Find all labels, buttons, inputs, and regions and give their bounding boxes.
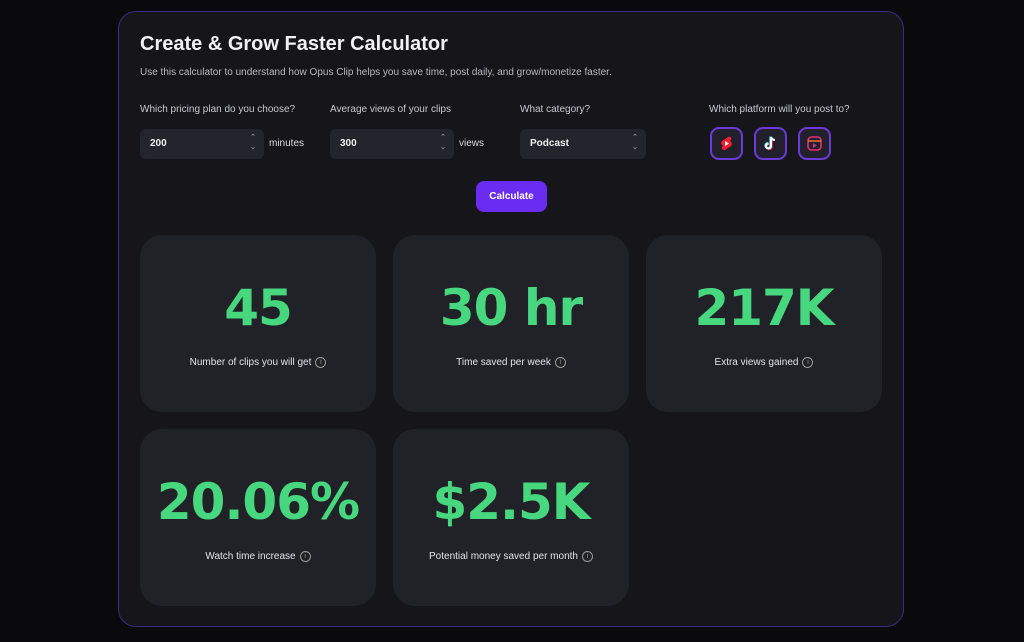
- calculate-button[interactable]: Calculate: [476, 181, 547, 212]
- minutes-input[interactable]: 200 ⌃ ⌄: [140, 129, 264, 159]
- result-label: Number of clips you will get i: [140, 357, 376, 368]
- result-label: Watch time increase i: [140, 551, 376, 562]
- spinner[interactable]: ⌃ ⌄: [440, 134, 446, 151]
- result-card: $2.5K Potential money saved per month i: [393, 429, 629, 606]
- category-select[interactable]: Podcast ⌃ ⌄: [520, 129, 646, 159]
- input-value: Podcast: [530, 138, 569, 149]
- info-icon[interactable]: i: [802, 357, 814, 368]
- result-value: 20.06%: [156, 473, 360, 531]
- label-text: Time saved per week: [456, 357, 551, 369]
- info-icon[interactable]: i: [315, 357, 327, 368]
- reels-icon: [807, 136, 822, 151]
- result-value: 45: [224, 279, 293, 337]
- tiktok-icon: [764, 136, 776, 150]
- instagram-reels-toggle[interactable]: [798, 127, 831, 160]
- result-label: Time saved per week i: [393, 357, 629, 368]
- label-text: Extra views gained: [714, 357, 799, 369]
- label-text: Potential money saved per month: [429, 551, 578, 563]
- subtitle: Use this calculator to understand how Op…: [140, 67, 612, 78]
- input-value: 300: [340, 138, 357, 149]
- youtube-shorts-icon: [721, 136, 732, 150]
- result-value: 30 hr: [439, 279, 583, 337]
- info-icon[interactable]: i: [581, 551, 593, 562]
- title: Create & Grow Faster Calculator: [140, 33, 448, 55]
- result-card: 217K Extra views gained i: [646, 235, 882, 412]
- field-label: Average views of your clips: [330, 104, 451, 115]
- views-input[interactable]: 300 ⌃ ⌄: [330, 129, 454, 159]
- label-text: Watch time increase: [205, 551, 296, 563]
- result-card: 30 hr Time saved per week i: [393, 235, 629, 412]
- spinner: ⌃ ⌄: [632, 134, 638, 151]
- info-icon[interactable]: i: [299, 551, 311, 562]
- label-text: Number of clips you will get: [189, 357, 312, 369]
- spinner[interactable]: ⌃ ⌄: [250, 134, 256, 151]
- input-value: 200: [150, 138, 167, 149]
- result-card: 45 Number of clips you will get i: [140, 235, 376, 412]
- info-icon[interactable]: i: [554, 357, 566, 368]
- result-value: 217K: [694, 279, 834, 337]
- youtube-shorts-toggle[interactable]: [710, 127, 743, 160]
- field-label: Which pricing plan do you choose?: [140, 104, 296, 115]
- field-label: What category?: [520, 104, 591, 115]
- unit: views: [459, 138, 485, 149]
- result-label: Extra views gained i: [646, 357, 882, 368]
- result-card: 20.06% Watch time increase i: [140, 429, 376, 606]
- result-value: $2.5K: [432, 473, 590, 531]
- tiktok-toggle[interactable]: [754, 127, 787, 160]
- result-label: Potential money saved per month i: [393, 551, 629, 562]
- field-label: Which platform will you post to?: [709, 104, 850, 115]
- unit: minutes: [269, 138, 305, 149]
